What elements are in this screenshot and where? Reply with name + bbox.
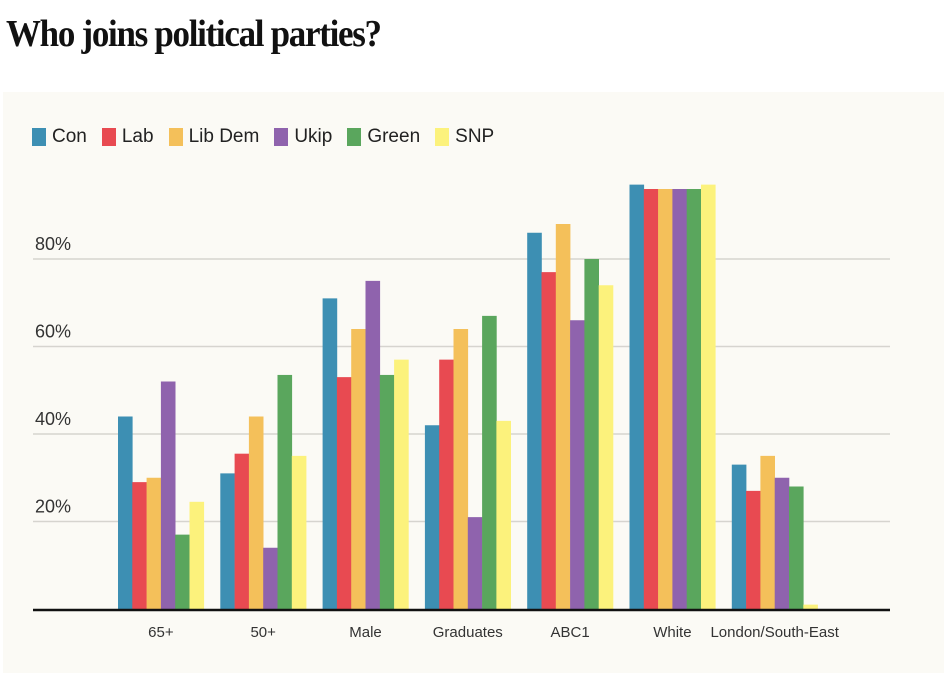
legend-label: Lab xyxy=(121,126,154,147)
legend: Con Lab Lib Dem Ukip Green SNP xyxy=(32,126,509,148)
bar-lib-dem xyxy=(453,329,469,609)
bar-snp xyxy=(803,604,818,609)
bar-green xyxy=(686,189,702,609)
bar-green xyxy=(789,486,804,609)
bar-con xyxy=(322,298,338,609)
x-tick-label: London/South-East xyxy=(710,624,839,641)
x-tick-label: Graduates xyxy=(433,624,503,641)
bar-snp xyxy=(701,184,716,609)
x-tick-label: 65+ xyxy=(148,624,174,641)
bar-con xyxy=(731,464,747,609)
bar-lib-dem xyxy=(248,416,264,609)
y-tick-label: 40% xyxy=(35,409,71,429)
bar-snp xyxy=(394,359,409,609)
chart-title: Who joins political parties? xyxy=(6,13,382,55)
legend-swatch xyxy=(274,128,289,146)
bar-ukip xyxy=(160,381,176,609)
legend-swatch xyxy=(347,128,362,146)
legend-item-lab: Lab xyxy=(101,126,154,148)
x-tick-label: Male xyxy=(349,624,382,641)
legend-item-green: Green xyxy=(347,126,420,148)
bar-con xyxy=(220,473,235,609)
bar-lab xyxy=(746,490,761,609)
legend-label: SNP xyxy=(455,126,495,147)
bar-lab xyxy=(336,377,352,609)
bar-ukip xyxy=(570,320,585,609)
bar-green xyxy=(277,374,293,609)
bar-ukip xyxy=(467,517,483,609)
bar-snp xyxy=(291,455,307,609)
y-tick-label: 20% xyxy=(35,497,71,517)
bar-con xyxy=(527,232,542,609)
legend-label: Green xyxy=(367,126,421,147)
legend-swatch xyxy=(435,128,450,146)
bar-con xyxy=(629,184,645,609)
bar-lab xyxy=(234,453,250,609)
bar-con xyxy=(118,416,133,609)
bar-green xyxy=(482,315,497,609)
bar-lab xyxy=(541,272,557,609)
bar-green xyxy=(584,259,599,609)
legend-label: Con xyxy=(52,126,87,147)
y-tick-label: 80% xyxy=(35,234,71,254)
x-tick-label: 50+ xyxy=(250,624,276,641)
legend-label: Ukip xyxy=(294,126,333,147)
bar-green xyxy=(175,534,190,609)
bar-lab xyxy=(132,482,147,609)
legend-item-libdem: Lib Dem xyxy=(168,126,260,148)
bar-ukip xyxy=(263,547,278,609)
legend-swatch xyxy=(32,128,46,146)
y-tick-label: 60% xyxy=(35,322,71,342)
bar-lib-dem xyxy=(555,224,571,609)
legend-item-ukip: Ukip xyxy=(274,126,332,148)
bar-snp xyxy=(496,420,511,609)
bar-ukip xyxy=(672,189,687,609)
x-tick-label: ABC1 xyxy=(551,624,590,641)
bar-lab xyxy=(439,359,454,609)
legend-swatch xyxy=(168,128,183,146)
bar-lib-dem xyxy=(146,477,162,609)
legend-swatch xyxy=(101,128,116,146)
bar-lib-dem xyxy=(760,455,775,609)
bar-green xyxy=(379,374,395,609)
bar-snp xyxy=(598,285,614,609)
bar-con xyxy=(424,425,440,609)
bar-ukip xyxy=(774,477,790,609)
x-tick-label: White xyxy=(653,624,691,641)
legend-item-con: Con xyxy=(32,126,87,148)
legend-item-snp: SNP xyxy=(435,126,494,148)
legend-label: Lib Dem xyxy=(188,126,260,147)
bar-lib-dem xyxy=(351,329,366,609)
bar-snp xyxy=(189,501,205,609)
bar-lab xyxy=(643,189,659,609)
bar-ukip xyxy=(365,280,381,609)
bar-lib-dem xyxy=(658,189,673,609)
